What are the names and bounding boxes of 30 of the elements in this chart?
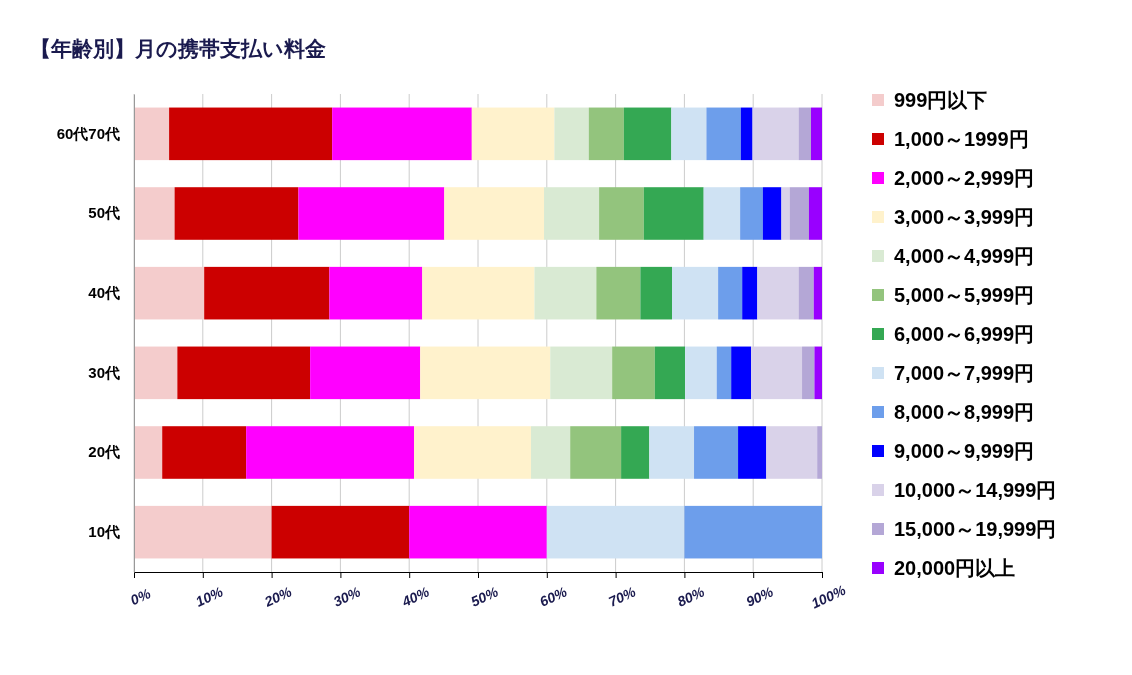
x-tick-label: 60%	[537, 583, 570, 610]
legend-label: 10,000～14,999円	[894, 479, 1057, 501]
legend-label: 7,000～7,999円	[894, 362, 1035, 384]
x-tick-label: 80%	[674, 583, 708, 610]
y-tick-label: 30代	[88, 363, 120, 381]
y-tick-label: 10代	[88, 522, 120, 540]
y-tick-label: 60代70代	[56, 124, 120, 142]
legend-label: 15,000～19,999円	[894, 518, 1057, 540]
x-tick-label: 40%	[398, 583, 433, 611]
legend-label: 5,000～5,999円	[894, 284, 1035, 306]
y-tick-label: 40代	[88, 283, 120, 301]
x-tick-label: 10%	[193, 583, 226, 610]
legend-label: 8,000～8,999円	[894, 401, 1035, 423]
y-tick-label: 20代	[88, 443, 120, 461]
legend-label: 6,000～6,999円	[894, 323, 1035, 345]
x-tick-label: 30%	[330, 583, 364, 610]
x-tick-label: 90%	[743, 583, 777, 610]
x-tick-label: 0%	[127, 584, 154, 609]
legend-label: 2,000～2,999円	[894, 167, 1035, 189]
chart-title: 【年齢別】月の携帯支払い料金	[30, 37, 326, 60]
legend-label: 999円以下	[894, 89, 988, 111]
legend-label: 9,000～9,999円	[894, 440, 1035, 462]
legend-label: 20,000円以上	[894, 557, 1016, 579]
legend-label: 1,000～1999円	[894, 128, 1029, 150]
x-tick-label: 50%	[468, 583, 501, 610]
y-tick-label: 50代	[88, 204, 120, 222]
legend-label: 3,000～3,999円	[894, 206, 1035, 228]
legend-label: 4,000～4,999円	[894, 245, 1035, 267]
x-tick-label: 70%	[605, 583, 639, 610]
x-tick-label: 20%	[261, 583, 295, 611]
